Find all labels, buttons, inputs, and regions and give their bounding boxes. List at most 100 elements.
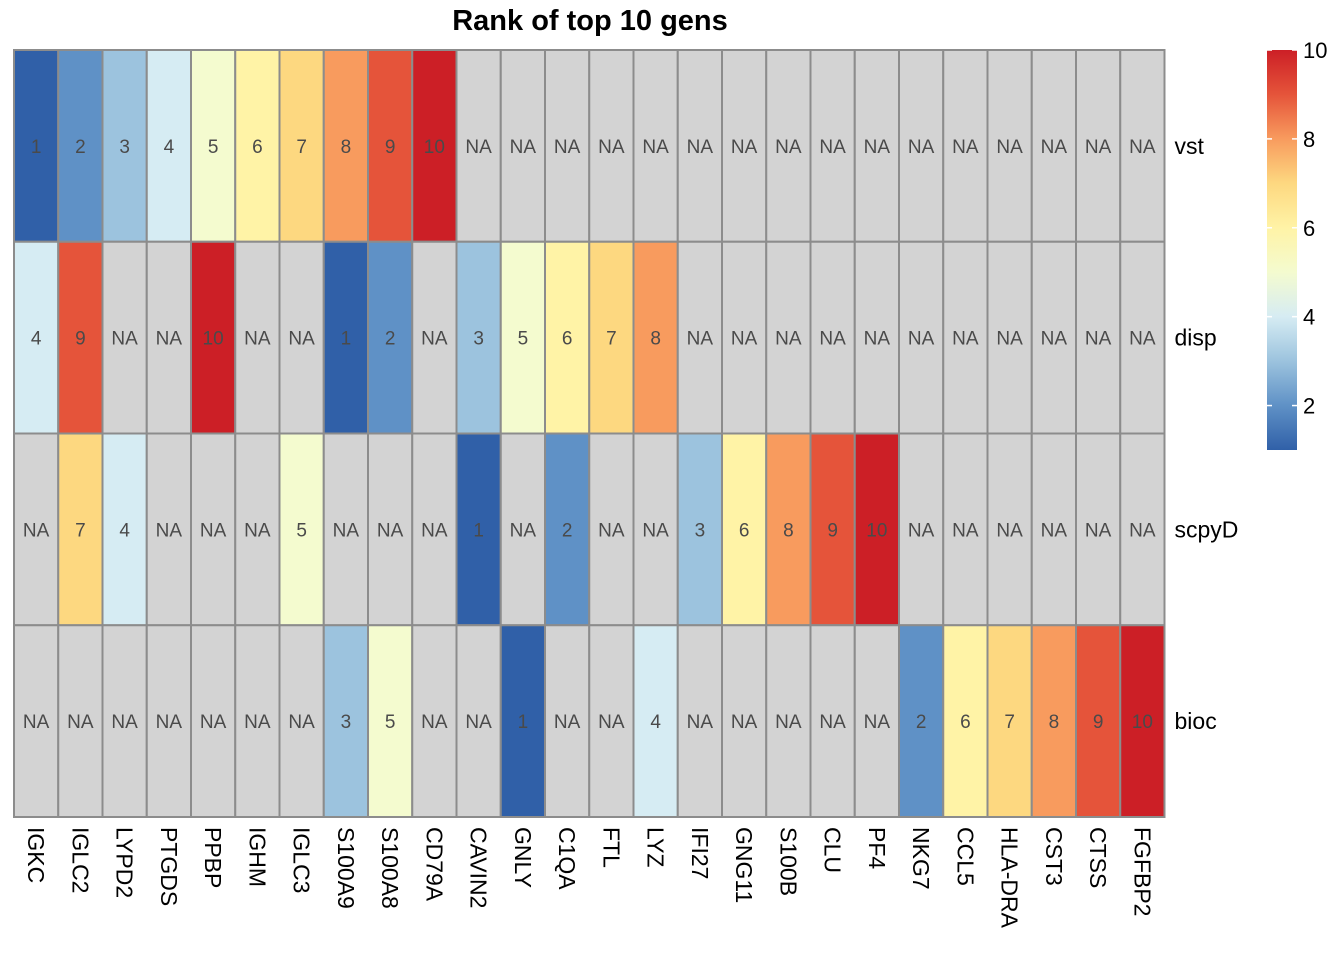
cell-value-label: NA bbox=[952, 520, 979, 541]
column-label: S100A9 bbox=[333, 827, 359, 909]
heatmap-cell bbox=[809, 240, 856, 435]
cell-value-label: NA bbox=[288, 712, 315, 733]
cell-value-label: 2 bbox=[916, 712, 927, 733]
cell-value-label: 10 bbox=[866, 520, 887, 541]
cell-value-label: NA bbox=[1085, 329, 1112, 350]
heatmap-cell bbox=[986, 240, 1033, 435]
column-label: FGFBP2 bbox=[1129, 827, 1155, 916]
cell-value-label: NA bbox=[775, 712, 802, 733]
cell-value-label: NA bbox=[1085, 137, 1112, 158]
cell-value-label: NA bbox=[598, 137, 625, 158]
heatmap-cell bbox=[1075, 624, 1122, 818]
heatmap-cell bbox=[411, 49, 458, 243]
column-label: CCL5 bbox=[952, 827, 978, 886]
heatmap-cell bbox=[1119, 240, 1166, 435]
column-label: S100B bbox=[775, 827, 801, 896]
heatmap-cell bbox=[57, 240, 104, 435]
cell-value-label: NA bbox=[731, 137, 758, 158]
row-labels: vst disp scpyD bioc bbox=[1175, 133, 1239, 734]
cell-value-label: NA bbox=[864, 712, 891, 733]
heatmap-cell bbox=[588, 49, 635, 243]
cell-value-label: NA bbox=[111, 329, 138, 350]
legend-tick-label: 10 bbox=[1303, 38, 1327, 63]
column-label: IFI27 bbox=[687, 827, 713, 879]
cell-value-label: NA bbox=[333, 520, 360, 541]
heatmap-cell bbox=[721, 624, 768, 818]
heatmap-cell bbox=[942, 49, 989, 243]
legend-tick-label: 2 bbox=[1303, 394, 1315, 419]
column-label: NKG7 bbox=[908, 827, 934, 890]
column-label: HLA-DRA bbox=[997, 827, 1023, 929]
heatmap-cell bbox=[676, 432, 723, 627]
cell-value-label: NA bbox=[288, 329, 315, 350]
heatmap-cell bbox=[898, 49, 945, 243]
heatmap-cell bbox=[455, 240, 502, 435]
heatmap-cell bbox=[632, 432, 679, 627]
cell-value-label: NA bbox=[996, 520, 1023, 541]
cell-value-label: NA bbox=[1041, 329, 1068, 350]
heatmap-cell bbox=[145, 624, 192, 818]
heatmap-cell bbox=[588, 624, 635, 818]
heatmap-cell bbox=[1030, 240, 1077, 435]
heatmap-cell bbox=[278, 432, 325, 627]
cell-value-label: NA bbox=[642, 520, 669, 541]
heatmap-cell bbox=[13, 240, 60, 435]
heatmap-cell bbox=[765, 432, 812, 627]
cell-value-label: NA bbox=[908, 137, 935, 158]
cell-value-label: NA bbox=[465, 712, 492, 733]
legend-tick-label: 6 bbox=[1303, 216, 1315, 241]
cell-value-label: 3 bbox=[119, 137, 130, 158]
cell-value-label: NA bbox=[864, 137, 891, 158]
heatmap-cell bbox=[765, 49, 812, 243]
column-label: GNG11 bbox=[731, 827, 757, 903]
cell-value-label: NA bbox=[775, 329, 802, 350]
heatmap-cell bbox=[1119, 432, 1166, 627]
heatmap-cell bbox=[13, 432, 60, 627]
heatmap-cell bbox=[1075, 240, 1122, 435]
heatmap-cell bbox=[721, 49, 768, 243]
cell-value-label: 1 bbox=[31, 137, 42, 158]
cell-value-label: NA bbox=[1041, 137, 1068, 158]
cell-value-label: NA bbox=[1129, 329, 1156, 350]
cell-value-label: NA bbox=[156, 520, 183, 541]
legend-color-bar bbox=[1267, 50, 1297, 450]
row-label: disp bbox=[1175, 325, 1217, 351]
cell-value-label: 9 bbox=[827, 520, 838, 541]
heatmap-cell bbox=[853, 240, 900, 435]
heatmap-cell bbox=[765, 624, 812, 818]
cell-value-label: 10 bbox=[424, 137, 445, 158]
heatmap-cell bbox=[942, 432, 989, 627]
cell-value-label: NA bbox=[510, 520, 537, 541]
row-label: bioc bbox=[1175, 708, 1217, 734]
column-labels: IGKC IGLC2 LYPD2 PTGDS PPBP IGHM IGLC3 S100A9 S1… bbox=[23, 827, 1155, 929]
heatmap-cell bbox=[898, 240, 945, 435]
heatmap-cell bbox=[499, 432, 546, 627]
heatmap-cell bbox=[853, 49, 900, 243]
cell-value-label: 5 bbox=[385, 712, 396, 733]
heatmap-cell bbox=[898, 432, 945, 627]
heatmap-cell bbox=[411, 624, 458, 818]
cell-value-label: 1 bbox=[518, 712, 529, 733]
cell-value-label: 5 bbox=[208, 137, 219, 158]
cell-value-label: NA bbox=[687, 329, 714, 350]
column-label: IGLC2 bbox=[67, 827, 93, 893]
heatmap-cell bbox=[322, 49, 369, 243]
cell-value-label: 7 bbox=[75, 520, 86, 541]
cell-value-label: 5 bbox=[518, 329, 529, 350]
heatmap-cell bbox=[986, 432, 1033, 627]
cell-value-label: NA bbox=[1085, 520, 1112, 541]
cell-value-label: NA bbox=[421, 712, 448, 733]
heatmap-cell bbox=[57, 432, 104, 627]
column-label: IGKC bbox=[23, 827, 49, 883]
cell-value-label: 9 bbox=[75, 329, 86, 350]
column-label: PPBP bbox=[200, 827, 226, 888]
cell-value-label: NA bbox=[1129, 520, 1156, 541]
cell-value-label: NA bbox=[156, 329, 183, 350]
heatmap-cell bbox=[145, 432, 192, 627]
cell-value-label: NA bbox=[67, 712, 94, 733]
row-label: vst bbox=[1175, 133, 1205, 159]
cell-value-label: NA bbox=[1129, 137, 1156, 158]
cell-value-label: 3 bbox=[695, 520, 706, 541]
heatmap-cell bbox=[367, 624, 414, 818]
column-label: IGHM bbox=[244, 827, 270, 887]
